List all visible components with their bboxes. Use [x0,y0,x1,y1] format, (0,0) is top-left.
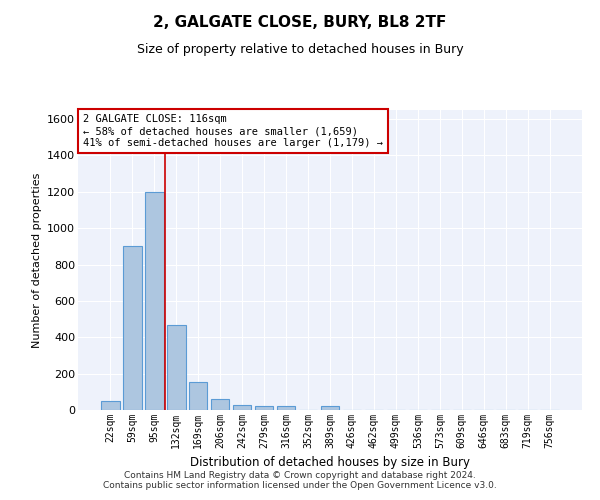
Bar [211,399,229,410]
Bar [233,405,251,410]
Bar [101,401,119,410]
Bar [145,192,164,410]
Y-axis label: Number of detached properties: Number of detached properties [32,172,41,348]
Text: 2, GALGATE CLOSE, BURY, BL8 2TF: 2, GALGATE CLOSE, BURY, BL8 2TF [154,15,446,30]
Bar [167,324,185,410]
Text: Size of property relative to detached houses in Bury: Size of property relative to detached ho… [137,42,463,56]
Bar [277,406,295,410]
Bar [320,406,340,410]
Bar [189,382,208,410]
X-axis label: Distribution of detached houses by size in Bury: Distribution of detached houses by size … [190,456,470,469]
Text: 2 GALGATE CLOSE: 116sqm
← 58% of detached houses are smaller (1,659)
41% of semi: 2 GALGATE CLOSE: 116sqm ← 58% of detache… [83,114,383,148]
Text: Contains HM Land Registry data © Crown copyright and database right 2024.
Contai: Contains HM Land Registry data © Crown c… [103,470,497,490]
Bar [255,406,274,410]
Bar [123,246,142,410]
